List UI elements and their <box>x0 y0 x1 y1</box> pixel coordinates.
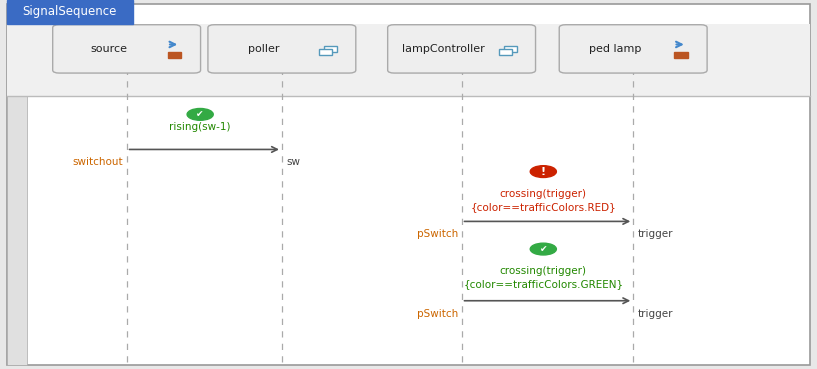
Text: lampController: lampController <box>402 44 485 54</box>
Text: rising(sw-1): rising(sw-1) <box>169 122 231 132</box>
FancyBboxPatch shape <box>503 46 516 52</box>
Text: {color==trafficColors.RED}: {color==trafficColors.RED} <box>471 201 616 212</box>
Text: SignalSequence: SignalSequence <box>23 6 117 18</box>
Text: ✔: ✔ <box>196 110 204 119</box>
Text: pSwitch: pSwitch <box>417 308 458 319</box>
FancyBboxPatch shape <box>319 49 332 55</box>
Text: pSwitch: pSwitch <box>417 229 458 239</box>
FancyBboxPatch shape <box>559 25 707 73</box>
Circle shape <box>530 243 556 255</box>
Text: switchout: switchout <box>73 157 123 168</box>
FancyBboxPatch shape <box>7 96 27 365</box>
FancyBboxPatch shape <box>167 52 181 58</box>
FancyBboxPatch shape <box>498 49 511 55</box>
FancyBboxPatch shape <box>674 52 687 58</box>
FancyBboxPatch shape <box>7 24 810 96</box>
FancyBboxPatch shape <box>7 4 810 365</box>
Text: ✔: ✔ <box>539 245 547 254</box>
Text: trigger: trigger <box>638 308 673 319</box>
Text: sw: sw <box>287 157 301 168</box>
FancyBboxPatch shape <box>52 25 200 73</box>
Text: trigger: trigger <box>638 229 673 239</box>
Text: crossing(trigger): crossing(trigger) <box>500 266 587 276</box>
Circle shape <box>187 108 213 120</box>
FancyBboxPatch shape <box>208 25 355 73</box>
Text: {color==trafficColors.GREEN}: {color==trafficColors.GREEN} <box>463 279 623 289</box>
FancyBboxPatch shape <box>387 25 536 73</box>
Text: ped lamp: ped lamp <box>589 44 641 54</box>
Text: !: ! <box>541 166 546 177</box>
Text: crossing(trigger): crossing(trigger) <box>500 189 587 199</box>
Circle shape <box>530 166 556 177</box>
FancyBboxPatch shape <box>324 46 337 52</box>
Text: poller: poller <box>248 44 279 54</box>
Text: source: source <box>90 44 127 54</box>
FancyBboxPatch shape <box>7 0 133 24</box>
